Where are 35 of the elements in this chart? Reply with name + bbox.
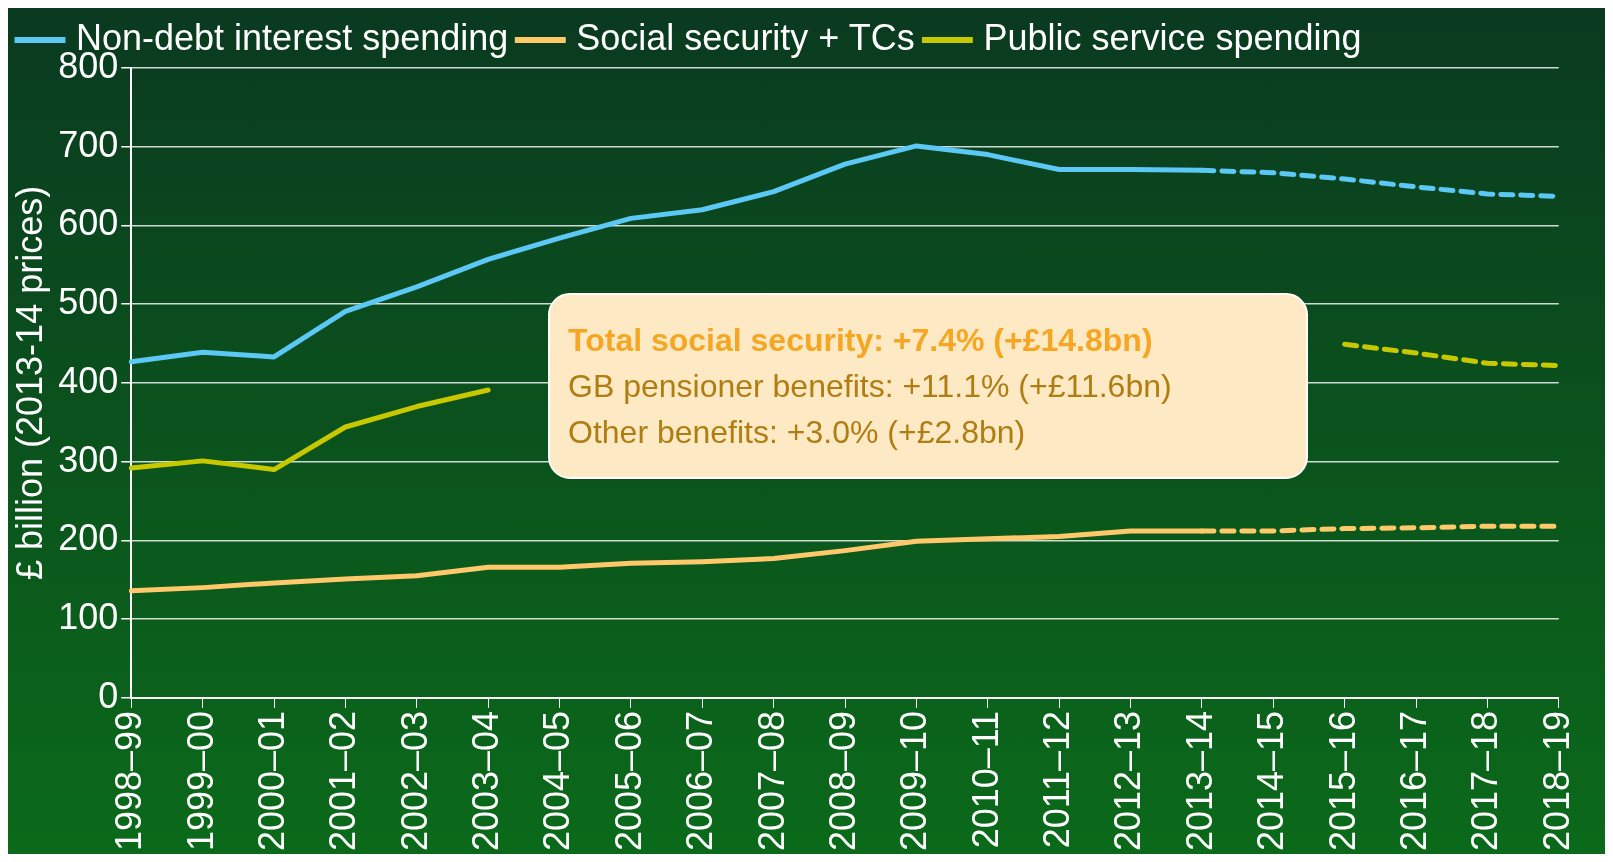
x-tick-label: 2004–05 xyxy=(536,710,578,852)
legend-label: Public service spending xyxy=(983,16,1362,58)
x-tick-label: 1998–99 xyxy=(108,710,150,852)
x-tick-label: 2010–11 xyxy=(964,710,1006,849)
x-tick-label: 2015–16 xyxy=(1321,710,1363,852)
x-tick-label: 2017–18 xyxy=(1464,710,1506,852)
x-tick-label: 2006–07 xyxy=(679,710,721,852)
y-tick-label: 100 xyxy=(58,596,119,638)
x-tick-label: 2000–01 xyxy=(250,710,292,852)
x-tick-label: 1999–00 xyxy=(179,710,221,852)
x-tick-label: 2008–09 xyxy=(821,710,863,852)
x-tick-label: 2014–15 xyxy=(1250,710,1292,852)
annotation: Total social security: +7.4% (+£14.8bn) xyxy=(568,321,1154,360)
y-tick-label: 700 xyxy=(58,123,119,165)
y-tick-label: 500 xyxy=(58,281,119,323)
y-tick-label: 200 xyxy=(58,517,119,559)
x-tick-label: 2005–06 xyxy=(607,710,649,852)
x-tick-label: 2016–17 xyxy=(1392,710,1434,852)
y-tick-label: 400 xyxy=(58,359,119,401)
x-tick-label: 2011–12 xyxy=(1036,710,1078,849)
legend-label: Social security + TCs xyxy=(576,16,915,58)
x-tick-label: 2018–19 xyxy=(1535,710,1577,852)
annotation: GB pensioner benefits: +11.1% (+£11.6bn) xyxy=(568,367,1173,406)
annotation: Other benefits: +3.0% (+£2.8bn) xyxy=(568,413,1027,452)
x-tick-label: 2012–13 xyxy=(1107,710,1149,852)
x-tick-label: 2002–03 xyxy=(393,710,435,852)
x-tick-label: 2007–08 xyxy=(750,710,792,852)
x-tick-label: 2003–04 xyxy=(465,710,507,852)
x-tick-label: 2009–10 xyxy=(893,710,935,852)
x-tick-label: 2013–14 xyxy=(1178,710,1220,852)
y-tick-label: 600 xyxy=(58,202,119,244)
x-tick-label: 2001–02 xyxy=(322,710,364,852)
y-axis-title: £ billion (2013-14 prices) xyxy=(8,185,50,581)
y-tick-label: 300 xyxy=(58,438,119,480)
note-box: Total social security: +7.4% (+£14.8bn) GB pensioner benefits: +11.1% (+£11.6bn) Other benefits: +3.0% (+£2.8bn) xyxy=(548,293,1308,479)
